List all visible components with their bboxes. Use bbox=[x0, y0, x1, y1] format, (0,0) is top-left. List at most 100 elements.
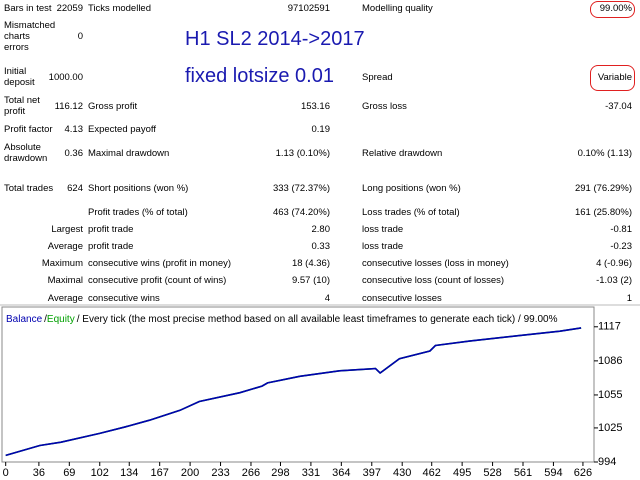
report-label: Relative drawdown bbox=[362, 147, 443, 159]
report-label: profit trade bbox=[88, 223, 134, 235]
report-value: -0.23 bbox=[610, 240, 632, 252]
report-label: consecutive losses (loss in money) bbox=[362, 257, 509, 269]
report-value: 291 (76.29%) bbox=[574, 182, 632, 194]
report-label: Maximum bbox=[41, 257, 83, 269]
report-label: Expected payoff bbox=[88, 123, 156, 135]
report-value: 333 (72.37%) bbox=[272, 182, 330, 194]
x-tick-label: 626 bbox=[574, 467, 592, 479]
report-value: 4 bbox=[324, 292, 330, 304]
x-tick-label: 331 bbox=[302, 467, 320, 479]
report-label: Total trades bbox=[4, 182, 54, 194]
report-label: Initial deposit bbox=[4, 66, 35, 88]
report-value: 4.13 bbox=[64, 123, 84, 135]
x-tick-label: 364 bbox=[332, 467, 350, 479]
x-tick-label: 266 bbox=[242, 467, 260, 479]
report-label: Profit trades (% of total) bbox=[88, 206, 188, 218]
report-value: 0.36 bbox=[64, 147, 84, 159]
highlight-circle bbox=[590, 1, 635, 18]
report-value: 463 (74.20%) bbox=[272, 206, 330, 218]
report-label: Average bbox=[47, 240, 83, 252]
report-label: consecutive loss (count of losses) bbox=[362, 274, 505, 286]
report-label: Modelling quality bbox=[362, 2, 433, 14]
x-tick-label: 167 bbox=[151, 467, 169, 479]
report-value: -1.03 (2) bbox=[596, 274, 632, 286]
report-value: 1 bbox=[626, 292, 632, 304]
report-value: Variable bbox=[597, 71, 632, 83]
report-label: Short positions (won %) bbox=[88, 182, 189, 194]
report-label: profit trade bbox=[88, 240, 134, 252]
report-label: Absolute drawdown bbox=[4, 142, 48, 164]
report-label: Mismatched charts errors bbox=[4, 19, 56, 53]
report-label: Total net profit bbox=[4, 95, 40, 117]
x-tick-label: 36 bbox=[33, 467, 45, 479]
report-label: Bars in test bbox=[4, 2, 52, 14]
y-tick-label: 1117 bbox=[598, 321, 621, 333]
report-value: 0.10% (1.13) bbox=[577, 147, 632, 159]
report-value: 9.57 (10) bbox=[291, 274, 330, 286]
report-value: 22059 bbox=[56, 2, 83, 14]
x-tick-label: 69 bbox=[63, 467, 75, 479]
report-value: 161 (25.80%) bbox=[574, 206, 632, 218]
caption-text: / Every tick (the most precise method ba… bbox=[77, 314, 558, 325]
report-value: -0.81 bbox=[610, 223, 632, 235]
report-label: Average bbox=[47, 292, 83, 304]
report-value: -37.04 bbox=[605, 100, 632, 112]
x-tick-label: 0 bbox=[3, 467, 9, 479]
x-tick-label: 561 bbox=[514, 467, 532, 479]
y-tick-label: 1025 bbox=[598, 422, 622, 434]
report-label: Gross profit bbox=[88, 100, 138, 112]
report-label: consecutive profit (count of wins) bbox=[88, 274, 227, 286]
report-label: loss trade bbox=[362, 240, 404, 252]
report-value: 0.19 bbox=[311, 123, 331, 135]
y-tick-label: 1055 bbox=[598, 389, 622, 401]
report-label: Largest bbox=[51, 223, 83, 235]
chart-caption: Balance/Equity / Every tick (the most pre… bbox=[6, 314, 558, 325]
report-label: Ticks modelled bbox=[88, 2, 152, 14]
legend-entry: Balance bbox=[6, 314, 43, 325]
x-tick-label: 397 bbox=[363, 467, 381, 479]
y-tick-label: 994 bbox=[598, 456, 616, 468]
report-value: 1000.00 bbox=[48, 71, 83, 83]
legend-entry: Equity bbox=[47, 314, 75, 325]
report-value: 0 bbox=[77, 30, 83, 42]
report-value: 97102591 bbox=[287, 2, 330, 14]
report-value: 0.33 bbox=[311, 240, 331, 252]
report-label: Long positions (won %) bbox=[362, 182, 461, 194]
report-label: consecutive wins (profit in money) bbox=[88, 257, 232, 269]
report-value: 99.00% bbox=[599, 2, 632, 14]
legend-separator: / bbox=[44, 314, 47, 325]
report-label: consecutive wins bbox=[88, 292, 160, 304]
report-label: loss trade bbox=[362, 223, 404, 235]
x-tick-label: 528 bbox=[483, 467, 501, 479]
report-label: Loss trades (% of total) bbox=[362, 206, 460, 218]
highlight-circle bbox=[590, 65, 635, 91]
report-label: Maximal drawdown bbox=[88, 147, 170, 159]
x-tick-label: 462 bbox=[423, 467, 441, 479]
report-value: 153.16 bbox=[300, 100, 330, 112]
report-label: Maximal bbox=[47, 274, 83, 286]
report-value: 1.13 (0.10%) bbox=[275, 147, 330, 159]
report-value: 18 (4.36) bbox=[291, 257, 330, 269]
x-tick-label: 102 bbox=[91, 467, 109, 479]
plot-frame bbox=[1, 306, 595, 463]
report-label: Profit factor bbox=[4, 123, 53, 135]
x-tick-label: 594 bbox=[544, 467, 562, 479]
report-value: 624 bbox=[67, 182, 83, 194]
report-value: 2.80 bbox=[311, 223, 331, 235]
x-tick-label: 200 bbox=[181, 467, 199, 479]
x-tick-label: 233 bbox=[211, 467, 229, 479]
series-line bbox=[5, 327, 582, 457]
y-tick-label: 1086 bbox=[598, 355, 622, 367]
x-tick-label: 298 bbox=[271, 467, 289, 479]
x-tick-label: 134 bbox=[120, 467, 138, 479]
x-tick-label: 495 bbox=[453, 467, 471, 479]
annotation: H1 SL2 2014->2017 bbox=[185, 28, 365, 50]
report-label: consecutive losses bbox=[362, 292, 442, 304]
x-tick-label: 430 bbox=[393, 467, 411, 479]
annotation: fixed lotsize 0.01 bbox=[185, 65, 334, 87]
report-value: 116.12 bbox=[54, 100, 83, 112]
report-value: 4 (-0.96) bbox=[596, 257, 632, 269]
report-label: Spread bbox=[362, 71, 393, 83]
